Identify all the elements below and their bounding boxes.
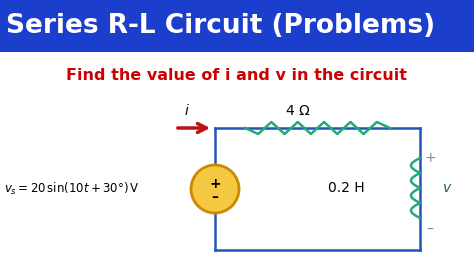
Text: –: – <box>427 223 433 237</box>
Text: $v$: $v$ <box>442 181 452 195</box>
Text: Find the value of i and v in the circuit: Find the value of i and v in the circuit <box>66 68 408 82</box>
Text: –: – <box>211 190 219 204</box>
Text: Series R-L Circuit (Problems): Series R-L Circuit (Problems) <box>6 13 435 39</box>
Text: $v_s = 20\,\sin(10t + 30°)\,\mathrm{V}$: $v_s = 20\,\sin(10t + 30°)\,\mathrm{V}$ <box>4 181 139 197</box>
Text: +: + <box>209 177 221 191</box>
Circle shape <box>191 165 239 213</box>
Text: 4 Ω: 4 Ω <box>286 104 310 118</box>
Text: $i$: $i$ <box>184 103 190 118</box>
Bar <box>0 0 474 52</box>
Text: +: + <box>424 151 436 165</box>
Text: 0.2 H: 0.2 H <box>328 181 365 195</box>
